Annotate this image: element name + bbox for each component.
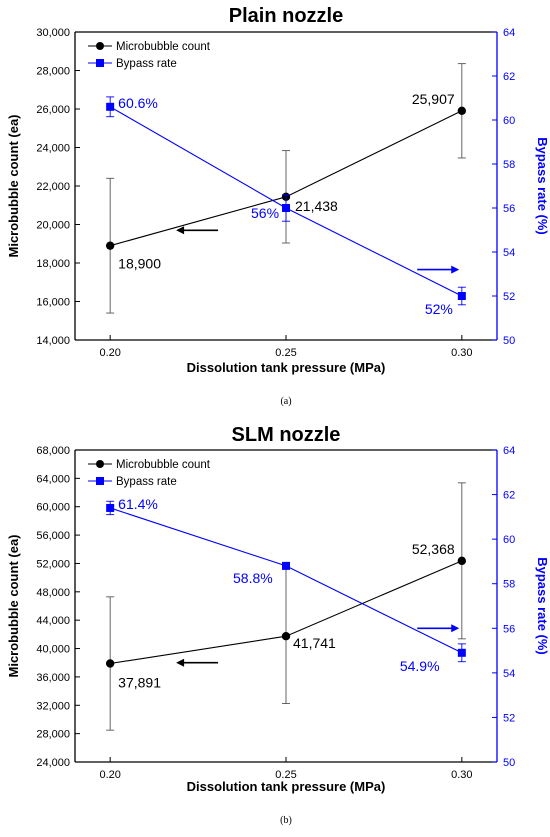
- y-tick-label: 30,000: [36, 27, 70, 39]
- y2-tick-label: 60: [503, 534, 515, 546]
- y2-tick-label: 64: [503, 27, 515, 39]
- y-tick-label: 28,000: [36, 729, 70, 741]
- x-tick-label: 0.20: [99, 769, 120, 781]
- y2-tick-label: 60: [503, 115, 515, 127]
- y2-tick-label: 54: [503, 668, 515, 680]
- y2-tick-label: 52: [503, 291, 515, 303]
- legend-label: Bypass rate: [116, 476, 177, 488]
- data-point: [457, 648, 466, 657]
- y-tick-label: 52,000: [36, 558, 70, 570]
- data-label: 56%: [251, 205, 279, 221]
- series-microbubble-count: 37,891 41,741 52,368: [105, 482, 467, 731]
- legend-label: Bypass rate: [116, 58, 177, 70]
- y-tick-label: 16,000: [36, 297, 70, 309]
- y2-axis-label: Bypass rate (%): [535, 137, 550, 235]
- right-axis-arrow: [417, 624, 460, 633]
- data-label: 21,438: [295, 198, 338, 214]
- y-tick-label: 44,000: [36, 615, 70, 627]
- x-axis-label: Dissolution tank pressure (MPa): [187, 779, 386, 794]
- data-label: 18,900: [118, 256, 161, 272]
- y-tick-label: 28,000: [36, 66, 70, 78]
- y2-tick-label: 56: [503, 623, 515, 635]
- y-axis-label: Microbubble count (ea): [6, 535, 21, 678]
- y2-tick-label: 54: [503, 247, 515, 259]
- series-microbubble-count: 18,900 21,438 25,907: [105, 63, 467, 314]
- y-tick-label: 14,000: [36, 335, 70, 347]
- data-label: 37,891: [118, 675, 161, 691]
- data-point: [105, 659, 115, 668]
- y2-tick-label: 58: [503, 579, 515, 591]
- legend-marker: [96, 59, 104, 67]
- y-tick-label: 20,000: [36, 220, 70, 232]
- data-label: 54.9%: [400, 658, 440, 674]
- y2-tick-label: 50: [503, 335, 515, 347]
- x-axis-label: Dissolution tank pressure (MPa): [187, 360, 386, 375]
- y2-tick-label: 62: [503, 71, 515, 83]
- legend-marker: [96, 42, 104, 50]
- chart-a: Plain nozzle 14,000 16,000 18,000 20,000 22,0…: [6, 5, 550, 407]
- legend-marker: [96, 460, 104, 468]
- x-tick-label: 0.30: [451, 347, 472, 359]
- data-point: [282, 561, 290, 570]
- legend: Microbubble count Bypass rate: [88, 459, 211, 488]
- y-tick-label: 32,000: [36, 700, 70, 712]
- y-tick-label: 24,000: [36, 757, 70, 769]
- x-tick-label: 0.25: [275, 347, 296, 359]
- chart-b: SLM nozzle 24,000 28,000 32,000 36,000 40,000…: [6, 424, 550, 826]
- y2-tick-label: 52: [503, 712, 515, 724]
- series-bypass-rate: 60.6% 56% 52%: [106, 95, 466, 317]
- x-tick-label: 0.25: [275, 769, 296, 781]
- y2-tick-label: 58: [503, 159, 515, 171]
- y-tick-label: 48,000: [36, 587, 70, 599]
- left-axis-arrow: [176, 658, 219, 667]
- y-tick-label: 64,000: [36, 473, 70, 485]
- figure-caption: (a): [280, 396, 291, 407]
- y-tick-label: 56,000: [36, 530, 70, 542]
- legend-label: Microbubble count: [116, 41, 211, 53]
- y-tick-label: 60,000: [36, 502, 70, 514]
- data-point: [106, 102, 115, 111]
- y-tick-label: 18,000: [36, 258, 70, 270]
- data-label: 61.4%: [118, 496, 158, 512]
- y-tick-label: 40,000: [36, 644, 70, 656]
- data-point: [457, 106, 467, 115]
- right-axis-arrow: [417, 265, 460, 274]
- y2-tick-label: 50: [503, 757, 515, 769]
- data-label: 52,368: [412, 541, 455, 557]
- data-label: 58.8%: [233, 570, 273, 586]
- y2-tick-label: 62: [503, 490, 515, 502]
- legend-label: Microbubble count: [116, 459, 211, 471]
- legend: Microbubble count Bypass rate: [88, 41, 211, 70]
- data-point: [282, 204, 290, 212]
- series-bypass-rate: 61.4% 58.8% 54.9%: [106, 496, 466, 674]
- chart-title: Plain nozzle: [229, 5, 343, 27]
- y-tick-label: 36,000: [36, 672, 70, 684]
- data-point: [105, 241, 115, 250]
- y-tick-label: 24,000: [36, 143, 70, 155]
- data-point: [457, 292, 466, 300]
- chart-title: SLM nozzle: [232, 424, 341, 446]
- y2-tick-label: 56: [503, 203, 515, 215]
- left-axis-arrow: [176, 226, 219, 235]
- data-point: [457, 556, 467, 566]
- y-tick-label: 22,000: [36, 181, 70, 193]
- data-label: 52%: [425, 301, 453, 317]
- data-label: 60.6%: [118, 95, 158, 111]
- y-tick-label: 26,000: [36, 104, 70, 116]
- y2-axis-label: Bypass rate (%): [535, 557, 550, 655]
- x-tick-label: 0.30: [451, 769, 472, 781]
- data-point: [281, 632, 291, 641]
- data-point: [106, 503, 115, 512]
- data-label: 25,907: [412, 91, 455, 107]
- legend-marker: [96, 477, 104, 485]
- y-tick-label: 68,000: [36, 445, 70, 457]
- data-label: 41,741: [293, 635, 336, 651]
- y-axis-label: Microbubble count (ea): [6, 115, 21, 258]
- x-tick-label: 0.20: [99, 347, 120, 359]
- figure-caption: (b): [280, 815, 292, 826]
- y2-tick-label: 64: [503, 445, 515, 457]
